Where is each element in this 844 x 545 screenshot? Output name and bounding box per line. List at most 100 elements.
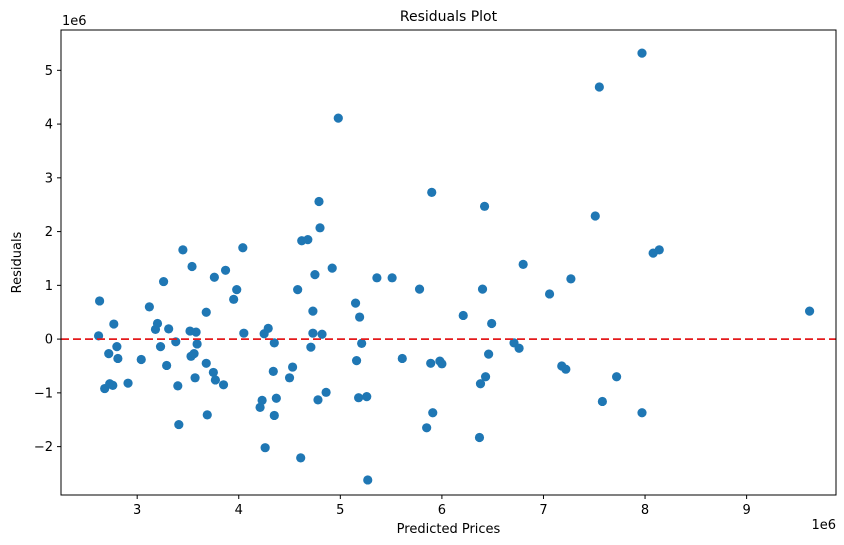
- data-point: [428, 408, 438, 418]
- data-point: [136, 354, 146, 365]
- data-point: [109, 319, 119, 329]
- data-point: [314, 196, 324, 207]
- data-point: [303, 235, 313, 245]
- data-point: [566, 274, 576, 284]
- data-point: [201, 358, 211, 368]
- data-point: [269, 338, 279, 348]
- data-point: [414, 284, 425, 294]
- data-point: [351, 356, 362, 366]
- data-point: [218, 380, 229, 390]
- data-point: [269, 410, 279, 421]
- data-point: [260, 443, 270, 453]
- data-point: [155, 342, 166, 352]
- data-point: [108, 380, 118, 390]
- data-point: [327, 263, 337, 273]
- data-point: [397, 353, 407, 364]
- data-point: [387, 273, 397, 283]
- y-axis: −2 −1 0 1 2 3 4 5: [34, 64, 61, 455]
- data-point: [477, 284, 488, 294]
- data-point: [637, 48, 647, 58]
- y-tick-label: 4: [45, 118, 53, 133]
- y-tick-label: 1: [45, 279, 53, 294]
- data-point: [191, 327, 201, 337]
- data-point: [293, 285, 303, 295]
- data-point: [202, 410, 212, 420]
- data-point: [372, 273, 382, 283]
- data-point: [238, 243, 248, 253]
- data-point: [357, 338, 367, 348]
- data-point: [158, 276, 169, 287]
- y-tick-label: 5: [45, 64, 53, 79]
- data-point: [480, 372, 491, 382]
- data-point: [296, 453, 306, 463]
- data-point: [612, 372, 622, 382]
- data-point: [321, 387, 331, 397]
- data-point: [479, 201, 490, 211]
- data-point: [518, 259, 528, 269]
- data-point: [187, 261, 197, 272]
- y-tick-label: 3: [45, 171, 53, 186]
- x-axis-title: Predicted Prices: [397, 522, 501, 537]
- data-point: [268, 366, 278, 376]
- data-point: [544, 289, 555, 299]
- data-point: [514, 343, 524, 353]
- x-axis: 3 4 5 6 7 8 9: [133, 495, 751, 518]
- data-point: [189, 349, 199, 359]
- plot-area: [60, 29, 837, 496]
- data-point: [597, 396, 607, 407]
- data-point: [354, 393, 364, 403]
- data-point: [174, 419, 184, 430]
- data-point: [306, 342, 316, 352]
- data-point: [313, 395, 323, 405]
- data-point: [239, 328, 249, 338]
- data-point: [594, 82, 604, 92]
- data-point: [426, 358, 436, 368]
- x-tick-label: 8: [641, 503, 649, 518]
- data-point: [474, 432, 485, 443]
- y-axis-title: Residuals: [10, 231, 25, 293]
- y-tick-label: 0: [45, 333, 53, 348]
- data-point: [178, 245, 188, 255]
- data-point: [458, 310, 468, 321]
- x-tick-label: 6: [438, 503, 446, 518]
- data-point: [210, 375, 220, 385]
- data-point: [95, 296, 105, 306]
- data-point: [162, 360, 172, 371]
- data-point: [164, 324, 174, 334]
- x-tick-label: 7: [539, 503, 547, 518]
- data-point: [437, 359, 447, 369]
- data-point: [804, 306, 815, 316]
- data-point: [427, 187, 437, 197]
- data-point: [93, 331, 104, 341]
- data-point: [363, 475, 373, 485]
- y-tick-label: 2: [45, 225, 53, 240]
- data-point: [104, 349, 114, 359]
- data-points: [93, 48, 815, 485]
- data-point: [201, 307, 211, 317]
- data-point: [561, 364, 571, 374]
- data-point: [333, 113, 343, 123]
- data-point: [362, 392, 372, 402]
- data-point: [257, 395, 267, 405]
- data-point: [308, 306, 318, 316]
- data-point: [190, 373, 200, 383]
- data-point: [263, 323, 273, 333]
- data-point: [590, 211, 600, 221]
- x-tick-label: 5: [336, 503, 344, 518]
- data-point: [232, 285, 242, 295]
- data-point: [287, 362, 298, 372]
- data-point: [123, 378, 133, 388]
- chart-title: Residuals Plot: [400, 9, 498, 25]
- y-offset-label: 1e6: [62, 14, 87, 29]
- x-offset-label: 1e6: [811, 518, 836, 533]
- data-point: [355, 312, 365, 322]
- data-point: [173, 381, 183, 391]
- data-point: [637, 408, 647, 418]
- x-tick-label: 3: [133, 503, 141, 518]
- data-point: [220, 265, 231, 275]
- data-point: [271, 393, 281, 403]
- data-point: [192, 339, 202, 349]
- data-point: [487, 318, 497, 329]
- data-point: [113, 353, 123, 364]
- data-point: [317, 329, 327, 339]
